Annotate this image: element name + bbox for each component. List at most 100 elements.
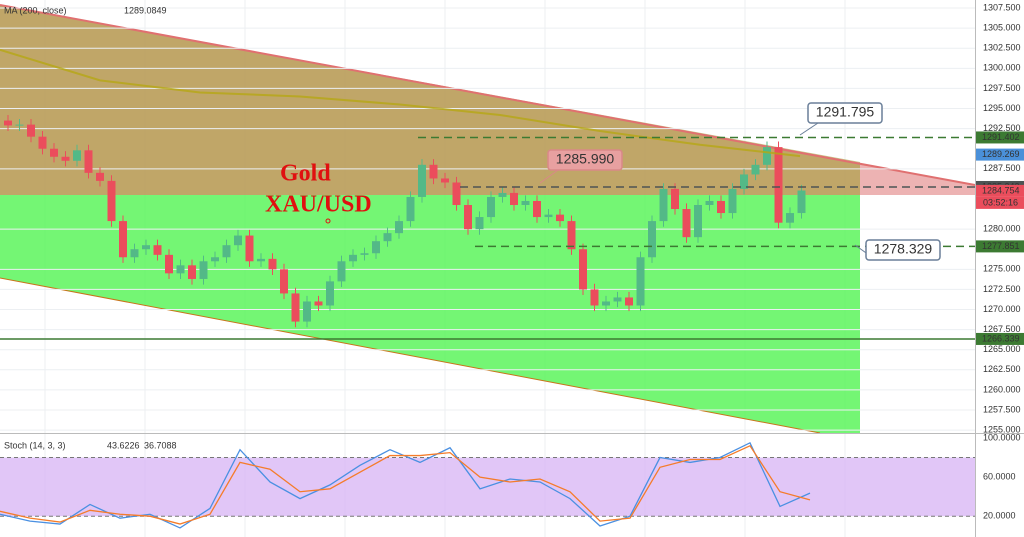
candle-body [153,245,162,255]
candle-body [533,200,541,218]
candle-body [648,221,656,258]
price-label: 1266.339 [982,333,1020,343]
candle-body [429,164,438,179]
price-label: 1289.269 [982,149,1020,159]
y-tick-label: 1302.500 [983,43,1021,53]
candle-body [682,209,691,238]
candle-body [50,148,58,157]
candle-body [222,245,231,258]
y-tick-label: 1255.000 [983,424,1021,434]
candle-body [245,235,254,262]
candle-body [372,241,380,254]
candle-body [556,214,564,222]
price-label: 1277.851 [982,241,1020,251]
candle-body [763,147,771,165]
y-tick-label: 100.0000 [983,432,1021,442]
candle-body [257,258,265,262]
stoch-title: Stoch (14, 3, 3) [4,440,66,450]
candle-body [314,301,323,306]
annotation-title: Gold [280,161,331,187]
candle-body [73,150,81,161]
y-tick-label: 1295.000 [983,103,1021,113]
y-tick-label: 1297.500 [983,83,1021,93]
y-tick-label: 1280.000 [983,223,1021,233]
callout-label: 1285.990 [556,151,615,167]
candle-body [452,182,461,206]
y-tick-label: 1292.500 [983,123,1021,133]
candle-body [383,233,392,242]
candle-body [510,192,518,206]
candle-body [464,205,472,230]
candle-body [441,178,449,183]
y-tick-label: 1257.500 [983,404,1021,414]
y-tick-label: 1300.000 [983,63,1021,73]
candle-body [38,136,47,149]
callout-pointer [539,169,559,184]
y-tick-label: 60.0000 [983,471,1016,481]
candle-body [84,150,93,173]
candle-body [613,297,622,302]
candle-body [188,265,196,279]
candle-body [406,196,415,222]
candle-body [774,147,783,223]
candle-body [395,221,403,234]
callout-box [547,149,623,171]
candle-body [280,269,288,294]
y-tick-label: 20.0000 [983,511,1016,521]
candle-body [636,257,645,306]
callout-box [865,239,941,261]
candle-body [130,249,139,258]
candle-body [786,213,794,223]
olive-zone [0,5,860,195]
candle-body [268,258,277,270]
callout-label: 1278.329 [874,241,933,257]
candle-body [142,245,150,250]
ma-value: 1289.0849 [124,5,167,15]
y-tick-label: 1307.500 [983,2,1021,12]
candle-body [211,257,219,262]
ma-line [0,48,801,158]
candle-body [165,254,173,274]
stoch-value: 43.6226 [107,440,140,450]
candle-body [119,221,127,258]
candle-body [337,261,346,282]
candle-body [602,301,610,306]
price-label: 1284.754 [982,185,1020,195]
main-pane [0,7,975,431]
candle-body [498,192,507,197]
callout-pointer [799,122,819,136]
y-tick-label: 1267.500 [983,324,1021,334]
candle-body [671,188,679,210]
candle-body [234,235,242,246]
candle-body [107,180,116,222]
callout-box [807,102,883,124]
candle-body [96,172,104,181]
candle-body [579,249,587,290]
y-tick-label: 1275.000 [983,264,1021,274]
stoch-pane [0,441,975,529]
candle-body [567,221,576,250]
anchor [325,218,331,224]
candle-body [291,293,300,322]
candle-body [475,217,484,230]
candle-body [4,120,12,126]
candle-body [740,174,748,189]
price-label: 1291.402 [982,132,1020,142]
candle-body [717,200,725,214]
candle-body [751,164,760,175]
y-tick-label: 1305.000 [983,23,1021,33]
candle-body [625,297,633,306]
stoch-line [0,444,811,525]
candle-body [705,200,714,206]
candle-body [27,124,35,137]
lower-trendline [0,277,821,434]
candle-body [487,196,495,218]
ma-title: MA (200, close) [4,5,67,15]
candle-body [199,261,208,279]
candle-body [326,281,334,306]
candle-body [61,156,70,161]
candle-body [521,200,530,206]
price-label-box [976,332,1024,345]
y-tick-label: 1262.500 [983,364,1021,374]
